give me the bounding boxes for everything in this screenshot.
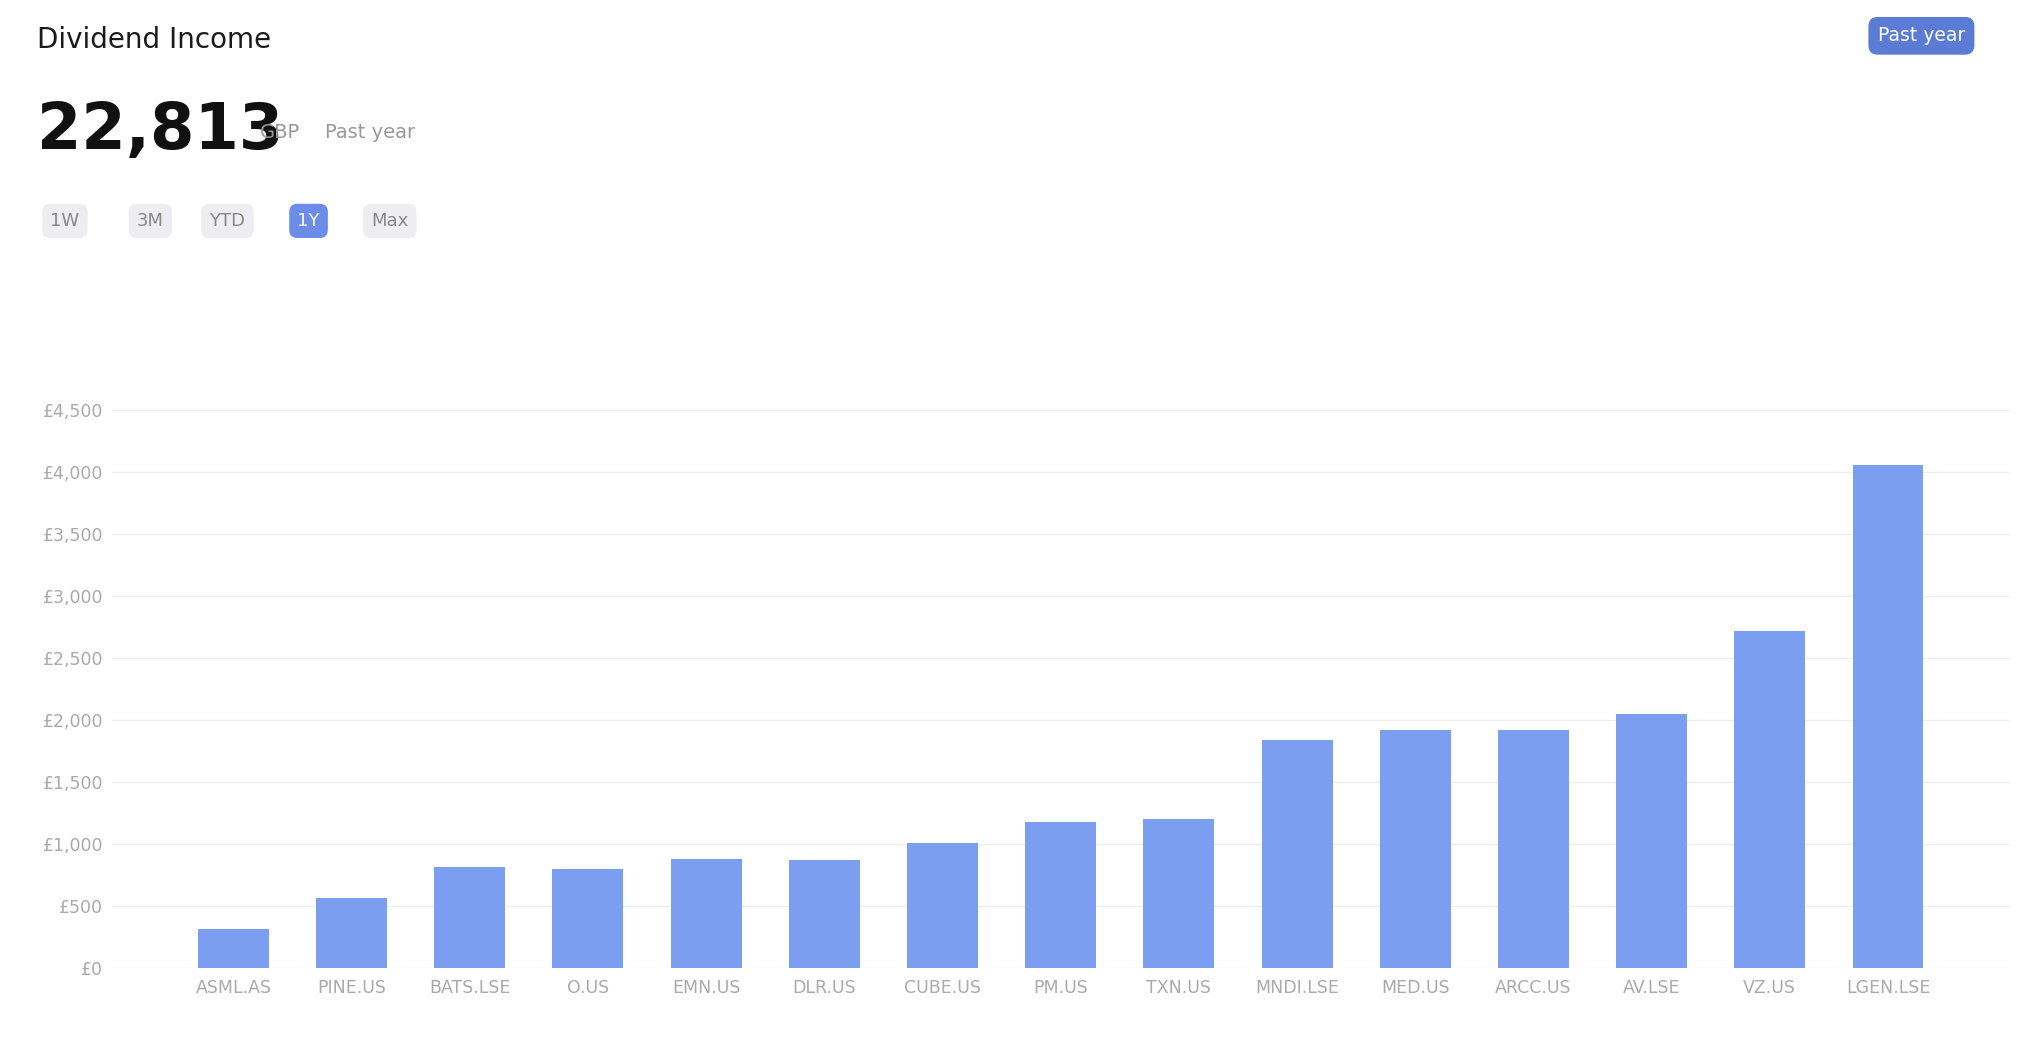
Bar — [1380, 730, 1451, 968]
Bar — [199, 929, 268, 968]
Text: GBP: GBP — [260, 123, 300, 142]
Text: 3M: 3M — [136, 211, 164, 230]
Bar — [1025, 822, 1096, 968]
Text: Dividend Income: Dividend Income — [37, 26, 270, 55]
Bar — [317, 897, 388, 968]
Text: Past year: Past year — [1878, 26, 1965, 45]
Text: 1Y: 1Y — [296, 211, 321, 230]
Bar — [1853, 465, 1924, 968]
Bar — [790, 861, 861, 968]
Bar — [907, 843, 978, 968]
Bar — [1498, 730, 1569, 968]
Bar — [552, 869, 623, 968]
Bar — [1616, 714, 1687, 968]
Bar — [434, 868, 505, 968]
Text: 1W: 1W — [51, 211, 79, 230]
Bar — [670, 858, 741, 968]
Bar — [1734, 631, 1805, 968]
Text: YTD: YTD — [209, 211, 246, 230]
Text: 22,813: 22,813 — [37, 100, 282, 162]
Bar — [1143, 820, 1214, 968]
Text: Max: Max — [371, 211, 408, 230]
Text: Past year: Past year — [325, 123, 414, 142]
Bar — [1261, 740, 1332, 968]
